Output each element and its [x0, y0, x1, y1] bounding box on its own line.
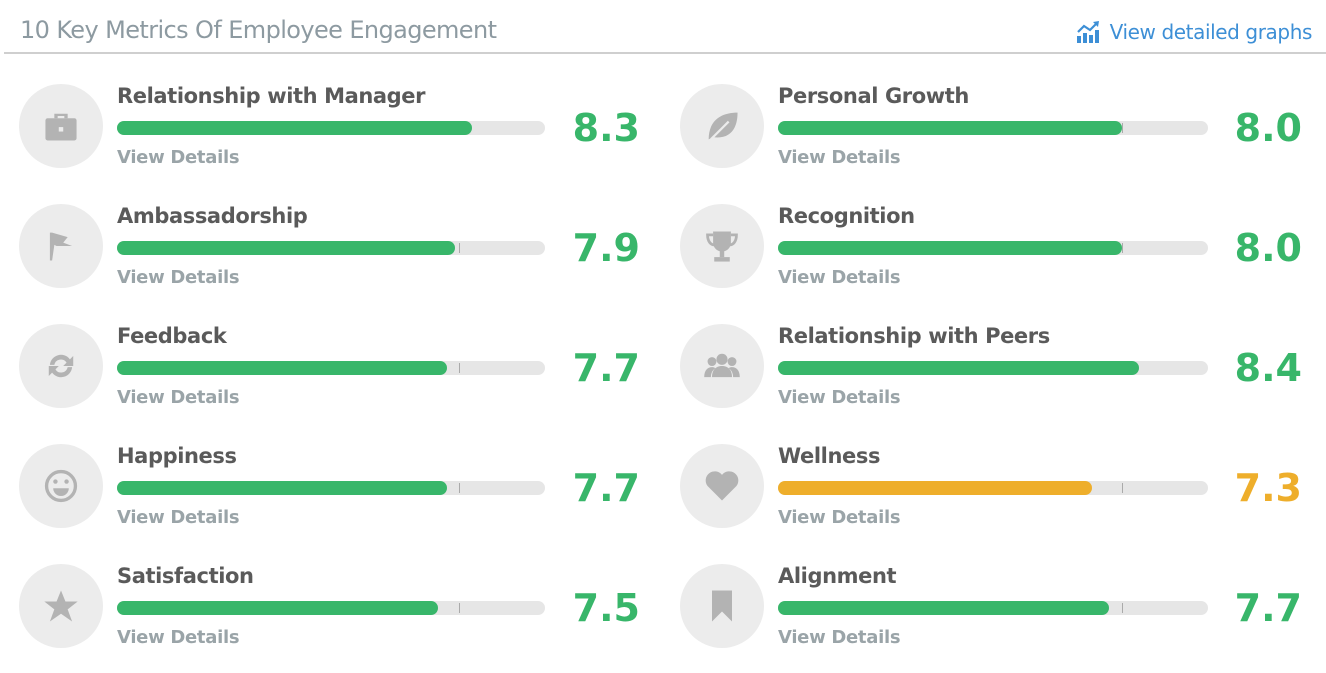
metric-item: Recognition View Details 8.0 [680, 204, 1320, 324]
metric-icon-circle [19, 204, 103, 288]
metric-name: Recognition [778, 204, 915, 228]
benchmark-marker [1122, 483, 1123, 493]
metric-item: Relationship with Manager View Details 8… [19, 84, 659, 204]
metric-progress-fill [117, 361, 447, 375]
view-detailed-graphs-link[interactable]: View detailed graphs [1076, 20, 1312, 44]
metric-score: 7.7 [1234, 586, 1302, 630]
bookmark-icon [712, 590, 732, 622]
metric-name: Personal Growth [778, 84, 969, 108]
metric-progress-fill [117, 481, 447, 495]
metric-item: Personal Growth View Details 8.0 [680, 84, 1320, 204]
refresh-icon [48, 354, 74, 378]
metric-progress-fill [117, 241, 456, 255]
leaf-icon [708, 112, 738, 141]
view-details-link[interactable]: View Details [117, 627, 240, 648]
metric-progress-fill [117, 601, 438, 615]
metric-score: 7.5 [572, 586, 640, 630]
metric-icon-circle [680, 444, 764, 528]
metric-score: 7.3 [1234, 466, 1302, 510]
metric-score: 8.0 [1234, 106, 1302, 150]
benchmark-marker [1122, 123, 1123, 133]
benchmark-marker [1122, 243, 1123, 253]
metric-progress-fill [778, 121, 1122, 135]
metric-icon-circle [19, 324, 103, 408]
metric-score: 8.3 [572, 106, 640, 150]
view-details-link[interactable]: View Details [117, 267, 240, 288]
benchmark-marker [459, 483, 461, 493]
chart-line-icon [1076, 21, 1099, 43]
metric-name: Alignment [778, 564, 897, 588]
metric-icon-circle [19, 444, 103, 528]
metric-item: Feedback View Details 7.7 [19, 324, 659, 444]
flag-icon [49, 232, 73, 261]
panel-header: 10 Key Metrics Of Employee Engagement Vi… [4, 0, 1326, 54]
benchmark-marker [459, 603, 461, 613]
metric-score: 8.0 [1234, 226, 1302, 270]
view-details-link[interactable]: View Details [778, 147, 901, 168]
metric-icon-circle [680, 564, 764, 648]
benchmark-marker [1122, 603, 1123, 613]
view-details-link[interactable]: View Details [117, 507, 240, 528]
metric-progress-bar [778, 601, 1208, 615]
metric-progress-fill [778, 361, 1140, 375]
metric-name: Ambassadorship [117, 204, 308, 228]
metric-icon-circle [680, 84, 764, 168]
benchmark-marker [459, 363, 461, 373]
metric-icon-circle [680, 324, 764, 408]
view-details-link[interactable]: View Details [117, 387, 240, 408]
metric-icon-circle [19, 84, 103, 168]
metric-score: 8.4 [1234, 346, 1302, 390]
metric-icon-circle [19, 564, 103, 648]
panel-title: 10 Key Metrics Of Employee Engagement [20, 16, 497, 44]
briefcase-icon [45, 113, 77, 141]
metric-progress-fill [778, 481, 1092, 495]
metric-name: Happiness [117, 444, 237, 468]
metric-item: Alignment View Details 7.7 [680, 564, 1320, 673]
view-detailed-graphs-label: View detailed graphs [1109, 20, 1313, 44]
view-details-link[interactable]: View Details [778, 387, 901, 408]
metric-progress-bar [117, 121, 545, 135]
metric-progress-bar [117, 481, 545, 495]
metric-progress-fill [117, 121, 473, 135]
metric-name: Relationship with Peers [778, 324, 1050, 348]
metric-icon-circle [680, 204, 764, 288]
metric-score: 7.7 [572, 346, 640, 390]
metric-score: 7.7 [572, 466, 640, 510]
metric-progress-bar [117, 601, 545, 615]
metric-name: Relationship with Manager [117, 84, 426, 108]
metric-progress-bar [778, 361, 1208, 375]
view-details-link[interactable]: View Details [778, 267, 901, 288]
metric-score: 7.9 [572, 226, 640, 270]
view-details-link[interactable]: View Details [778, 507, 901, 528]
view-details-link[interactable]: View Details [117, 147, 240, 168]
trophy-icon [706, 231, 738, 262]
metric-item: Relationship with Peers View Details 8.4 [680, 324, 1320, 444]
metric-name: Feedback [117, 324, 227, 348]
metric-progress-bar [778, 121, 1208, 135]
metric-progress-bar [778, 241, 1208, 255]
metric-item: Wellness View Details 7.3 [680, 444, 1320, 564]
metric-progress-fill [778, 241, 1122, 255]
view-details-link[interactable]: View Details [778, 627, 901, 648]
metric-name: Satisfaction [117, 564, 254, 588]
metric-progress-fill [778, 601, 1110, 615]
metric-item: Ambassadorship View Details 7.9 [19, 204, 659, 324]
metric-progress-bar [778, 481, 1208, 495]
metric-progress-bar [117, 361, 545, 375]
metric-item: Satisfaction View Details 7.5 [19, 564, 659, 673]
metric-item: Happiness View Details 7.7 [19, 444, 659, 564]
benchmark-marker [459, 243, 461, 253]
star-icon [44, 590, 78, 622]
smile-icon [44, 469, 78, 503]
metric-progress-bar [117, 241, 545, 255]
heart-icon [705, 471, 739, 501]
users-icon [704, 353, 740, 378]
metric-name: Wellness [778, 444, 881, 468]
